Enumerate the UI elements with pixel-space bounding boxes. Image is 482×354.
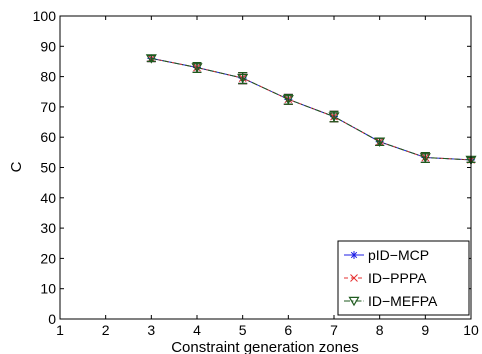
- y-tick-label: 80: [40, 69, 56, 85]
- x-axis-label: Constraint generation zones: [171, 339, 359, 354]
- legend-item: ID−MEFPA: [344, 293, 438, 309]
- data-point: [419, 153, 431, 163]
- y-axis-label: C: [8, 161, 25, 172]
- y-tick-label: 0: [48, 311, 56, 327]
- legend-label: ID−MEFPA: [368, 293, 438, 309]
- legend: pID−MCP ID−PPPA ID−MEFPA: [337, 240, 470, 316]
- x-tick-label: 10: [463, 322, 479, 338]
- x-tick-label: 9: [421, 322, 429, 338]
- x-tick-label: 7: [330, 322, 338, 338]
- x-tick-label: 5: [239, 322, 247, 338]
- x-tick-label: 3: [147, 322, 155, 338]
- legend-item: ID−PPPA: [344, 270, 427, 286]
- legend-label: pID−MCP: [368, 247, 429, 263]
- data-point: [282, 95, 294, 105]
- x-tick-label: 1: [56, 322, 64, 338]
- y-tick-label: 10: [40, 281, 56, 297]
- series-line: [151, 57, 472, 161]
- data-point: [328, 112, 340, 122]
- x-tick-label: 4: [193, 322, 201, 338]
- data-point: [145, 54, 157, 64]
- series-line: [151, 57, 472, 161]
- plot-frame: [59, 15, 472, 320]
- y-tick-label: 70: [40, 99, 56, 115]
- y-tick-label: 20: [40, 250, 56, 266]
- legend-marker: [348, 296, 360, 307]
- y-tick-label: 90: [40, 38, 56, 54]
- x-tick-label: 8: [376, 322, 384, 338]
- y-tick-label: 60: [40, 129, 56, 145]
- data-point: [237, 73, 249, 84]
- legend-marker: [350, 274, 358, 282]
- y-tick-label: 30: [40, 220, 56, 236]
- y-tick-label: 40: [40, 190, 56, 206]
- data-point: [191, 63, 203, 73]
- series-3: [145, 54, 477, 166]
- legend-item: pID−MCP: [344, 247, 429, 263]
- x-tick-label: 6: [284, 322, 292, 338]
- x-tick-label: 2: [102, 322, 110, 338]
- data-point: [374, 137, 386, 147]
- legend-label: ID−PPPA: [368, 270, 427, 286]
- y-tick-label: 100: [33, 8, 57, 24]
- legend-marker: [350, 251, 358, 259]
- y-tick-label: 50: [40, 160, 56, 176]
